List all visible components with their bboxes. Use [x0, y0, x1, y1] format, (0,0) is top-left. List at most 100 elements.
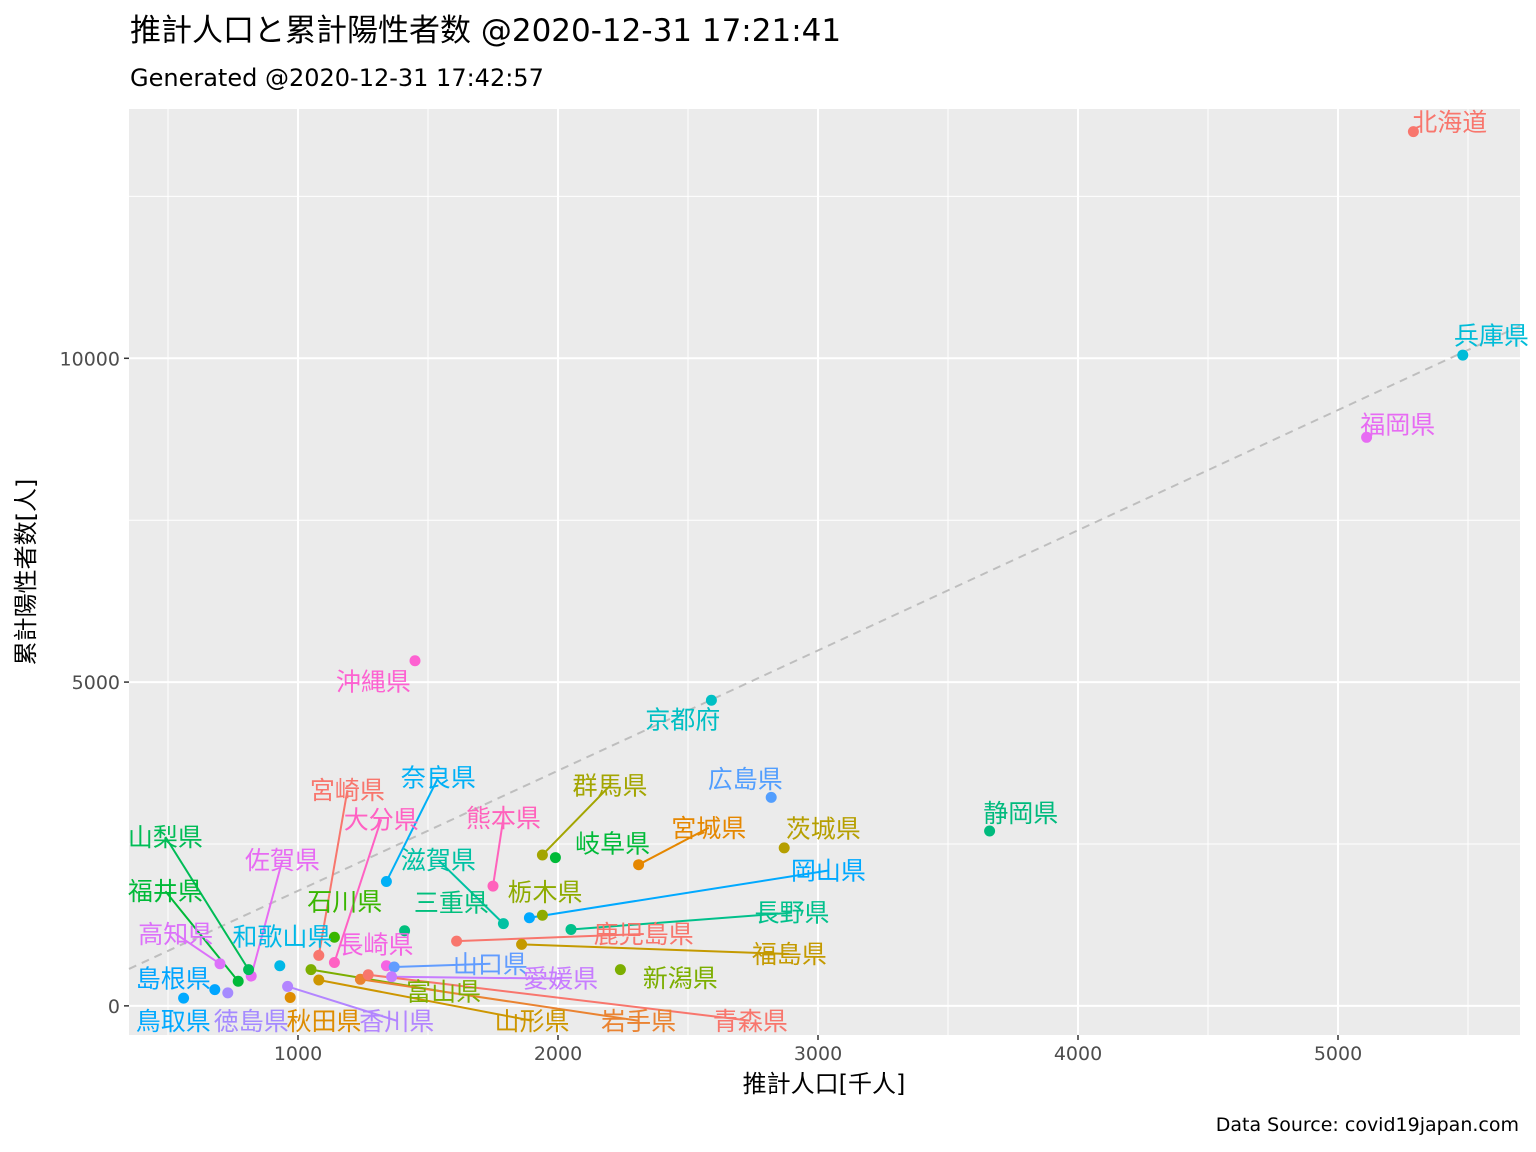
point-label: 福島県: [752, 940, 827, 969]
data-point: [313, 974, 325, 986]
data-point: [305, 964, 317, 976]
data-point: [778, 842, 790, 854]
data-source-caption: Data Source: covid19japan.com: [1216, 1114, 1519, 1136]
data-point: [328, 931, 340, 943]
x-tick-label: 3000: [794, 1043, 842, 1065]
data-point: [984, 825, 996, 837]
y-axis: 0 5000 10000: [60, 348, 129, 1018]
point-label: 三重県: [414, 888, 489, 917]
data-point: [284, 991, 296, 1003]
label-leader-line: [529, 869, 829, 919]
data-point: [178, 992, 190, 1004]
data-point: [487, 880, 499, 892]
point-label: 兵庫県: [1454, 322, 1529, 351]
label-leader-line: [250, 859, 284, 977]
minor-gridlines: [129, 109, 1520, 1035]
data-point: [274, 960, 286, 972]
label-leader-line: [164, 836, 250, 971]
point-label: 和歌山県: [232, 923, 332, 952]
chart-title: 推計人口と累計陽性者数 @2020-12-31 17:21:41: [130, 13, 841, 49]
label-leader-line: [164, 890, 239, 982]
label-leader-line: [437, 859, 505, 925]
data-point: [523, 912, 535, 924]
data-point: [386, 971, 398, 983]
major-gridlines: [129, 109, 1520, 1035]
label-leader-line: [333, 819, 383, 963]
reference-dashed-line: [128, 325, 1521, 970]
point-label: 愛媛県: [523, 965, 598, 994]
data-point: [328, 956, 340, 968]
point-label: 青森県: [713, 1007, 788, 1036]
point-label: 沖縄県: [336, 667, 411, 696]
point-label: 岩手県: [601, 1007, 676, 1036]
point-label: 秋田県: [286, 1007, 361, 1036]
point-label: 石川県: [307, 888, 382, 917]
y-axis-title: 累計陽性者数[人]: [12, 479, 40, 666]
point-label: 鳥取県: [136, 1007, 211, 1036]
point-label: 山形県: [494, 1007, 569, 1036]
data-point: [451, 935, 463, 947]
point-label: 福井県: [128, 877, 203, 906]
label-leader-line: [368, 973, 751, 1022]
y-tick-label: 10000: [60, 348, 120, 370]
x-tick-label: 4000: [1054, 1043, 1102, 1065]
data-point: [209, 984, 221, 996]
point-label: 大分県: [344, 805, 419, 834]
label-leader-line: [570, 911, 793, 931]
label-leader-line: [287, 985, 398, 1022]
data-point: [232, 975, 244, 987]
point-label: 香川県: [359, 1007, 434, 1036]
point-label: 北海道: [1412, 108, 1487, 137]
label-leader-lines: [164, 776, 829, 1022]
data-point: [614, 964, 626, 976]
data-point: [536, 909, 548, 921]
point-label: 山梨県: [128, 823, 203, 852]
point-label: 京都府: [645, 706, 720, 735]
point-label: 宮崎県: [310, 776, 385, 805]
point-label: 富山県: [406, 978, 481, 1007]
data-point: [313, 949, 325, 961]
point-label: 岐阜県: [575, 829, 650, 858]
label-leader-line: [541, 784, 611, 856]
data-point: [282, 980, 294, 992]
label-leader-line: [360, 978, 639, 1022]
point-label: 静岡県: [983, 799, 1058, 828]
point-label: 高知県: [138, 920, 213, 949]
data-point: [362, 969, 374, 981]
label-leader-line: [385, 776, 440, 882]
data-point: [1407, 126, 1419, 138]
data-point: [549, 852, 561, 864]
y-tick-label: 5000: [72, 672, 120, 694]
point-label: 佐賀県: [245, 846, 320, 875]
x-tick-label: 1000: [274, 1043, 322, 1065]
label-leader-line: [394, 962, 491, 969]
point-label: 宮城県: [671, 814, 746, 843]
label-leader-line: [391, 975, 561, 980]
data-point: [380, 876, 392, 888]
point-label: 広島県: [708, 765, 783, 794]
point-label: 奈良県: [401, 763, 476, 792]
point-label: 熊本県: [466, 804, 541, 833]
point-label: 新潟県: [643, 964, 718, 993]
label-leader-line: [318, 978, 533, 1022]
data-point: [399, 925, 411, 937]
label-leader-line: [521, 943, 790, 956]
label-leader-line: [456, 932, 644, 943]
data-point: [388, 961, 400, 973]
x-tick-label: 2000: [534, 1043, 582, 1065]
data-point: [222, 987, 234, 999]
data-points: [178, 126, 1469, 1004]
point-label: 群馬県: [572, 772, 647, 801]
data-point: [705, 694, 717, 706]
data-point: [565, 923, 577, 935]
point-label: 栃木県: [507, 878, 582, 907]
data-point: [497, 918, 509, 930]
data-point: [243, 964, 255, 976]
x-tick-label: 5000: [1314, 1043, 1362, 1065]
label-leader-line: [492, 817, 505, 887]
data-point: [516, 938, 528, 950]
data-point: [536, 849, 548, 861]
point-label: 長野県: [754, 899, 829, 928]
